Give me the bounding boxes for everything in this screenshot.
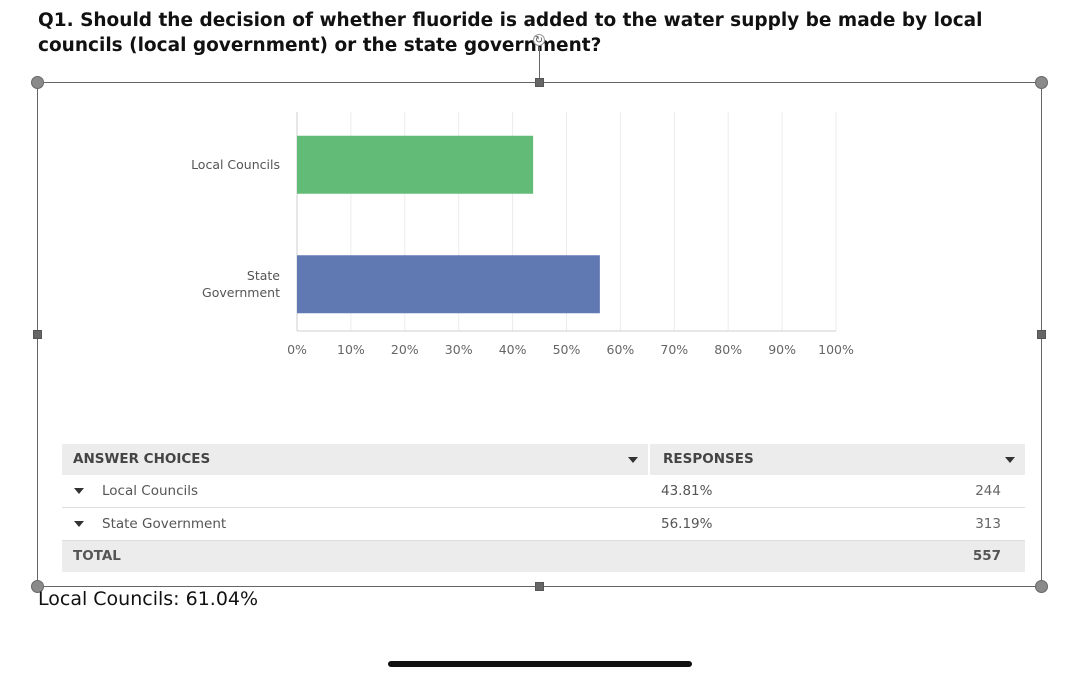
x-tick-label: 40% (499, 342, 527, 357)
category-label: Local Councils (191, 157, 280, 172)
resize-handle-left[interactable] (33, 330, 42, 339)
x-tick-label: 50% (553, 342, 581, 357)
total-label: TOTAL (73, 548, 121, 564)
total-row: TOTAL 557 (62, 541, 1025, 572)
bar-state-government (297, 255, 600, 314)
resize-handle-top[interactable] (535, 78, 544, 87)
row-percent: 56.19% (661, 516, 713, 532)
total-count: 557 (972, 548, 1001, 564)
chevron-down-icon[interactable] (628, 457, 638, 463)
category-label: Government (202, 285, 280, 300)
caption-text: Local Councils: 61.04% (38, 588, 259, 610)
resize-handle-bottom[interactable] (535, 582, 544, 591)
table-header: ANSWER CHOICES RESPONSES (62, 444, 1025, 475)
chevron-down-icon[interactable] (1005, 457, 1015, 463)
question-title: Q1. Should the decision of whether fluor… (38, 10, 983, 56)
x-tick-label: 70% (660, 342, 688, 357)
bar-local-councils (297, 135, 534, 194)
resize-handle-bottom-right[interactable] (1035, 580, 1048, 593)
table-row: State Government 56.19% 313 (62, 508, 1025, 541)
x-tick-label: 80% (714, 342, 742, 357)
table-row: Local Councils 43.81% 244 (62, 475, 1025, 508)
chevron-down-icon[interactable] (74, 521, 84, 527)
header-answer-choices[interactable]: ANSWER CHOICES (62, 444, 648, 475)
chevron-down-icon[interactable] (74, 488, 84, 494)
row-count: 244 (975, 483, 1001, 499)
bar-chart: 0% 10% 20% 30% 40% 50% 60% 70% 80% 90% 100% Local C… (191, 112, 854, 357)
resize-handle-top-left[interactable] (31, 76, 44, 89)
resize-handle-top-right[interactable] (1035, 76, 1048, 89)
x-tick-label: 100% (818, 342, 854, 357)
header-answer-choices-label: ANSWER CHOICES (73, 451, 211, 467)
row-label: Local Councils (102, 483, 199, 499)
rotate-icon[interactable]: ↻ (533, 34, 545, 46)
rotate-connector (539, 47, 540, 79)
x-tick-label: 60% (607, 342, 635, 357)
row-count: 313 (975, 516, 1001, 532)
home-indicator[interactable] (388, 661, 692, 667)
responses-table: ANSWER CHOICES RESPONSES Local Councils … (62, 444, 1025, 572)
header-responses[interactable]: RESPONSES (650, 444, 1025, 475)
row-percent: 43.81% (661, 483, 713, 499)
x-tick-label: 10% (337, 342, 365, 357)
header-responses-label: RESPONSES (663, 451, 754, 467)
resize-handle-right[interactable] (1037, 330, 1046, 339)
x-tick-label: 0% (287, 342, 307, 357)
resize-handle-bottom-left[interactable] (31, 580, 44, 593)
x-tick-label: 90% (768, 342, 796, 357)
x-tick-label: 20% (391, 342, 419, 357)
category-label: State (247, 268, 280, 283)
row-label: State Government (102, 516, 227, 532)
x-tick-label: 30% (445, 342, 473, 357)
